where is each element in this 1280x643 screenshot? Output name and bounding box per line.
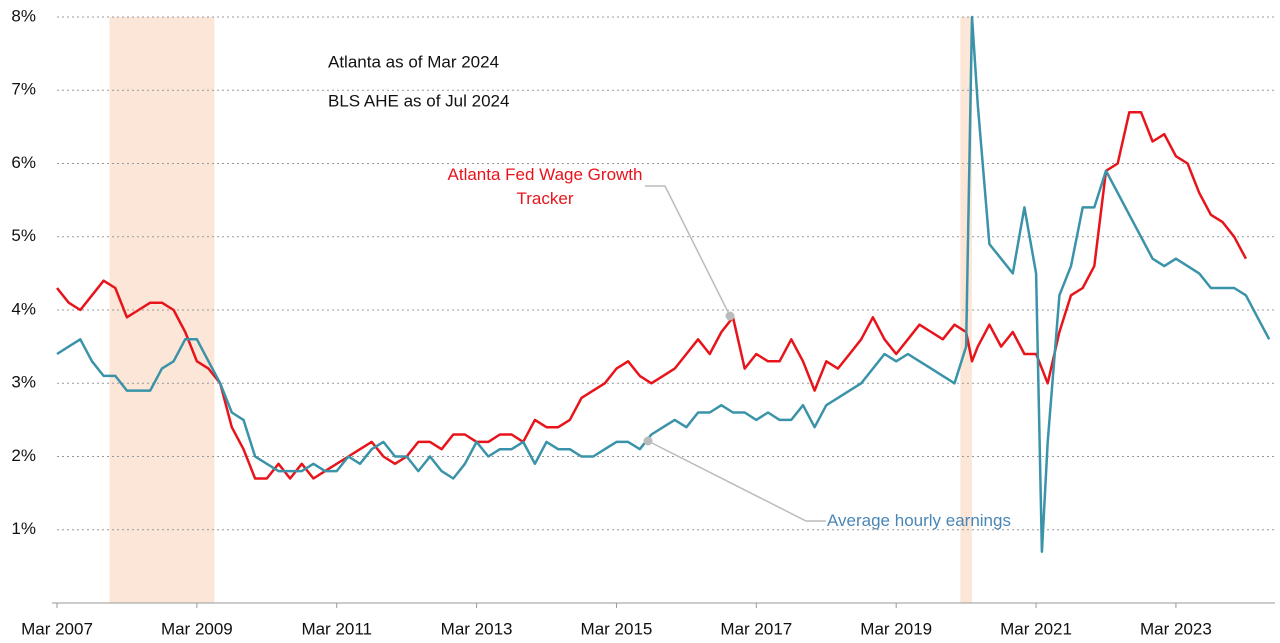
x-tick-label: Mar 2017 [720, 619, 792, 638]
y-tick-label: 8% [11, 6, 36, 25]
y-tick-label: 7% [11, 80, 36, 99]
callout-line [645, 185, 731, 317]
series-label: Atlanta Fed Wage Growth Tracker [447, 165, 643, 208]
callout-dot [643, 436, 653, 446]
series-line [56, 15, 1271, 553]
x-tick-label: Mar 2015 [581, 619, 653, 638]
y-tick-label: 2% [11, 446, 36, 465]
y-tick-label: 3% [11, 373, 36, 392]
x-tick-label: Mar 2013 [441, 619, 513, 638]
callout-dot [725, 311, 735, 321]
x-tick-label: Mar 2007 [21, 619, 93, 638]
y-tick-label: 6% [11, 153, 36, 172]
callout-line [647, 440, 826, 522]
series-label: Average hourly earnings [827, 511, 1011, 530]
x-tick-label: Mar 2023 [1140, 619, 1212, 638]
x-tick-label: Mar 2021 [1000, 619, 1072, 638]
annotation: Atlanta as of Mar 2024 [328, 52, 499, 71]
y-tick-label: 1% [11, 519, 36, 538]
y-tick-label: 4% [11, 299, 36, 318]
series-line [56, 110, 1248, 480]
series-layer [56, 15, 1271, 553]
recession-band [109, 17, 215, 603]
background-layer: 1% 2% 3% 4% 5% 6% 7% 8% Mar 2007 Mar 2009 Mar 2011… [11, 6, 1275, 638]
annotation: BLS AHE as of Jul 2024 [328, 91, 509, 110]
x-tick-label: Mar 2019 [860, 619, 932, 638]
x-tick-label: Mar 2009 [161, 619, 233, 638]
x-tick-label: Mar 2011 [301, 619, 372, 638]
y-tick-label: 5% [11, 226, 36, 245]
